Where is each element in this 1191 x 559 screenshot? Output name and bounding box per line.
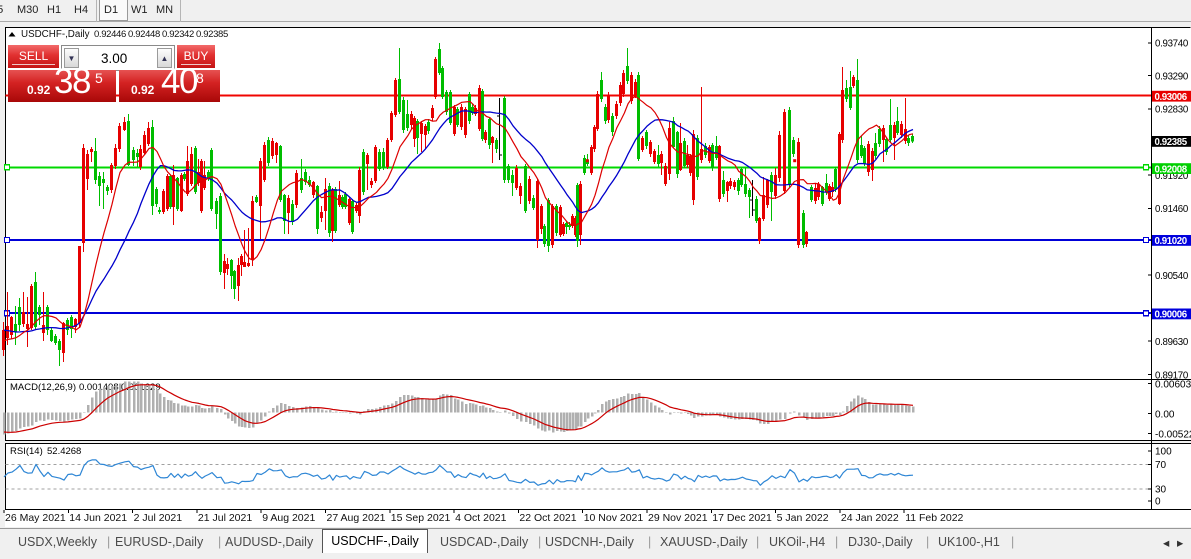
svg-text:0.92342: 0.92342 bbox=[162, 29, 194, 40]
svg-text:0.90540: 0.90540 bbox=[1155, 271, 1189, 282]
svg-text:0.93290: 0.93290 bbox=[1155, 71, 1189, 82]
svg-text:70: 70 bbox=[1155, 460, 1167, 471]
svg-text:0: 0 bbox=[1155, 497, 1161, 508]
svg-text:0.90006: 0.90006 bbox=[1155, 310, 1188, 321]
svg-text:10 Nov 2021: 10 Nov 2021 bbox=[584, 512, 644, 524]
svg-text:22 Oct 2021: 22 Oct 2021 bbox=[519, 512, 576, 524]
svg-text:15 Sep 2021: 15 Sep 2021 bbox=[391, 512, 451, 524]
svg-text:0.92008: 0.92008 bbox=[1155, 164, 1188, 175]
svg-text:30: 30 bbox=[1155, 485, 1167, 496]
svg-text:0.92830: 0.92830 bbox=[1155, 105, 1189, 116]
svg-text:0.91020: 0.91020 bbox=[1155, 236, 1187, 247]
svg-text:27 Aug 2021: 27 Aug 2021 bbox=[327, 512, 386, 524]
svg-text:0.89170: 0.89170 bbox=[1155, 370, 1189, 381]
svg-text:100: 100 bbox=[1155, 447, 1172, 458]
svg-text:0.91920: 0.91920 bbox=[1155, 171, 1189, 182]
svg-text:RSI(14): RSI(14) bbox=[10, 446, 43, 457]
svg-text:0.00: 0.00 bbox=[1155, 409, 1175, 420]
svg-text:0.93006: 0.93006 bbox=[1155, 92, 1188, 103]
svg-text:0.006038: 0.006038 bbox=[1155, 379, 1191, 390]
svg-text:0.001408: 0.001408 bbox=[79, 382, 119, 393]
svg-text:0.92385: 0.92385 bbox=[1155, 137, 1188, 148]
svg-text:0.92448: 0.92448 bbox=[128, 29, 160, 40]
svg-text:4 Oct 2021: 4 Oct 2021 bbox=[455, 512, 507, 524]
svg-text:21 Jul 2021: 21 Jul 2021 bbox=[198, 512, 252, 524]
svg-text:0.92446: 0.92446 bbox=[94, 29, 126, 40]
svg-text:0.93740: 0.93740 bbox=[1155, 39, 1189, 50]
svg-text:9 Aug 2021: 9 Aug 2021 bbox=[262, 512, 315, 524]
svg-text:0.91460: 0.91460 bbox=[1155, 204, 1189, 215]
svg-text:26 May 2021: 26 May 2021 bbox=[5, 512, 66, 524]
svg-text:52.4268: 52.4268 bbox=[47, 446, 81, 457]
svg-text:11 Feb 2022: 11 Feb 2022 bbox=[905, 512, 963, 524]
svg-text:0.89630: 0.89630 bbox=[1155, 337, 1189, 348]
svg-text:5 Jan 2022: 5 Jan 2022 bbox=[777, 512, 829, 524]
svg-text:14 Jun 2021: 14 Jun 2021 bbox=[69, 512, 127, 524]
svg-text:-0.00522: -0.00522 bbox=[1155, 429, 1191, 440]
svg-text:0.92385: 0.92385 bbox=[196, 29, 228, 40]
svg-text:17 Dec 2021: 17 Dec 2021 bbox=[712, 512, 772, 524]
svg-text:MACD(12,26,9): MACD(12,26,9) bbox=[10, 382, 76, 393]
svg-text:USDCHF-,Daily: USDCHF-,Daily bbox=[21, 29, 90, 40]
svg-text:29 Nov 2021: 29 Nov 2021 bbox=[648, 512, 708, 524]
svg-text:2 Jul 2021: 2 Jul 2021 bbox=[134, 512, 183, 524]
svg-text:24 Jan 2022: 24 Jan 2022 bbox=[841, 512, 899, 524]
